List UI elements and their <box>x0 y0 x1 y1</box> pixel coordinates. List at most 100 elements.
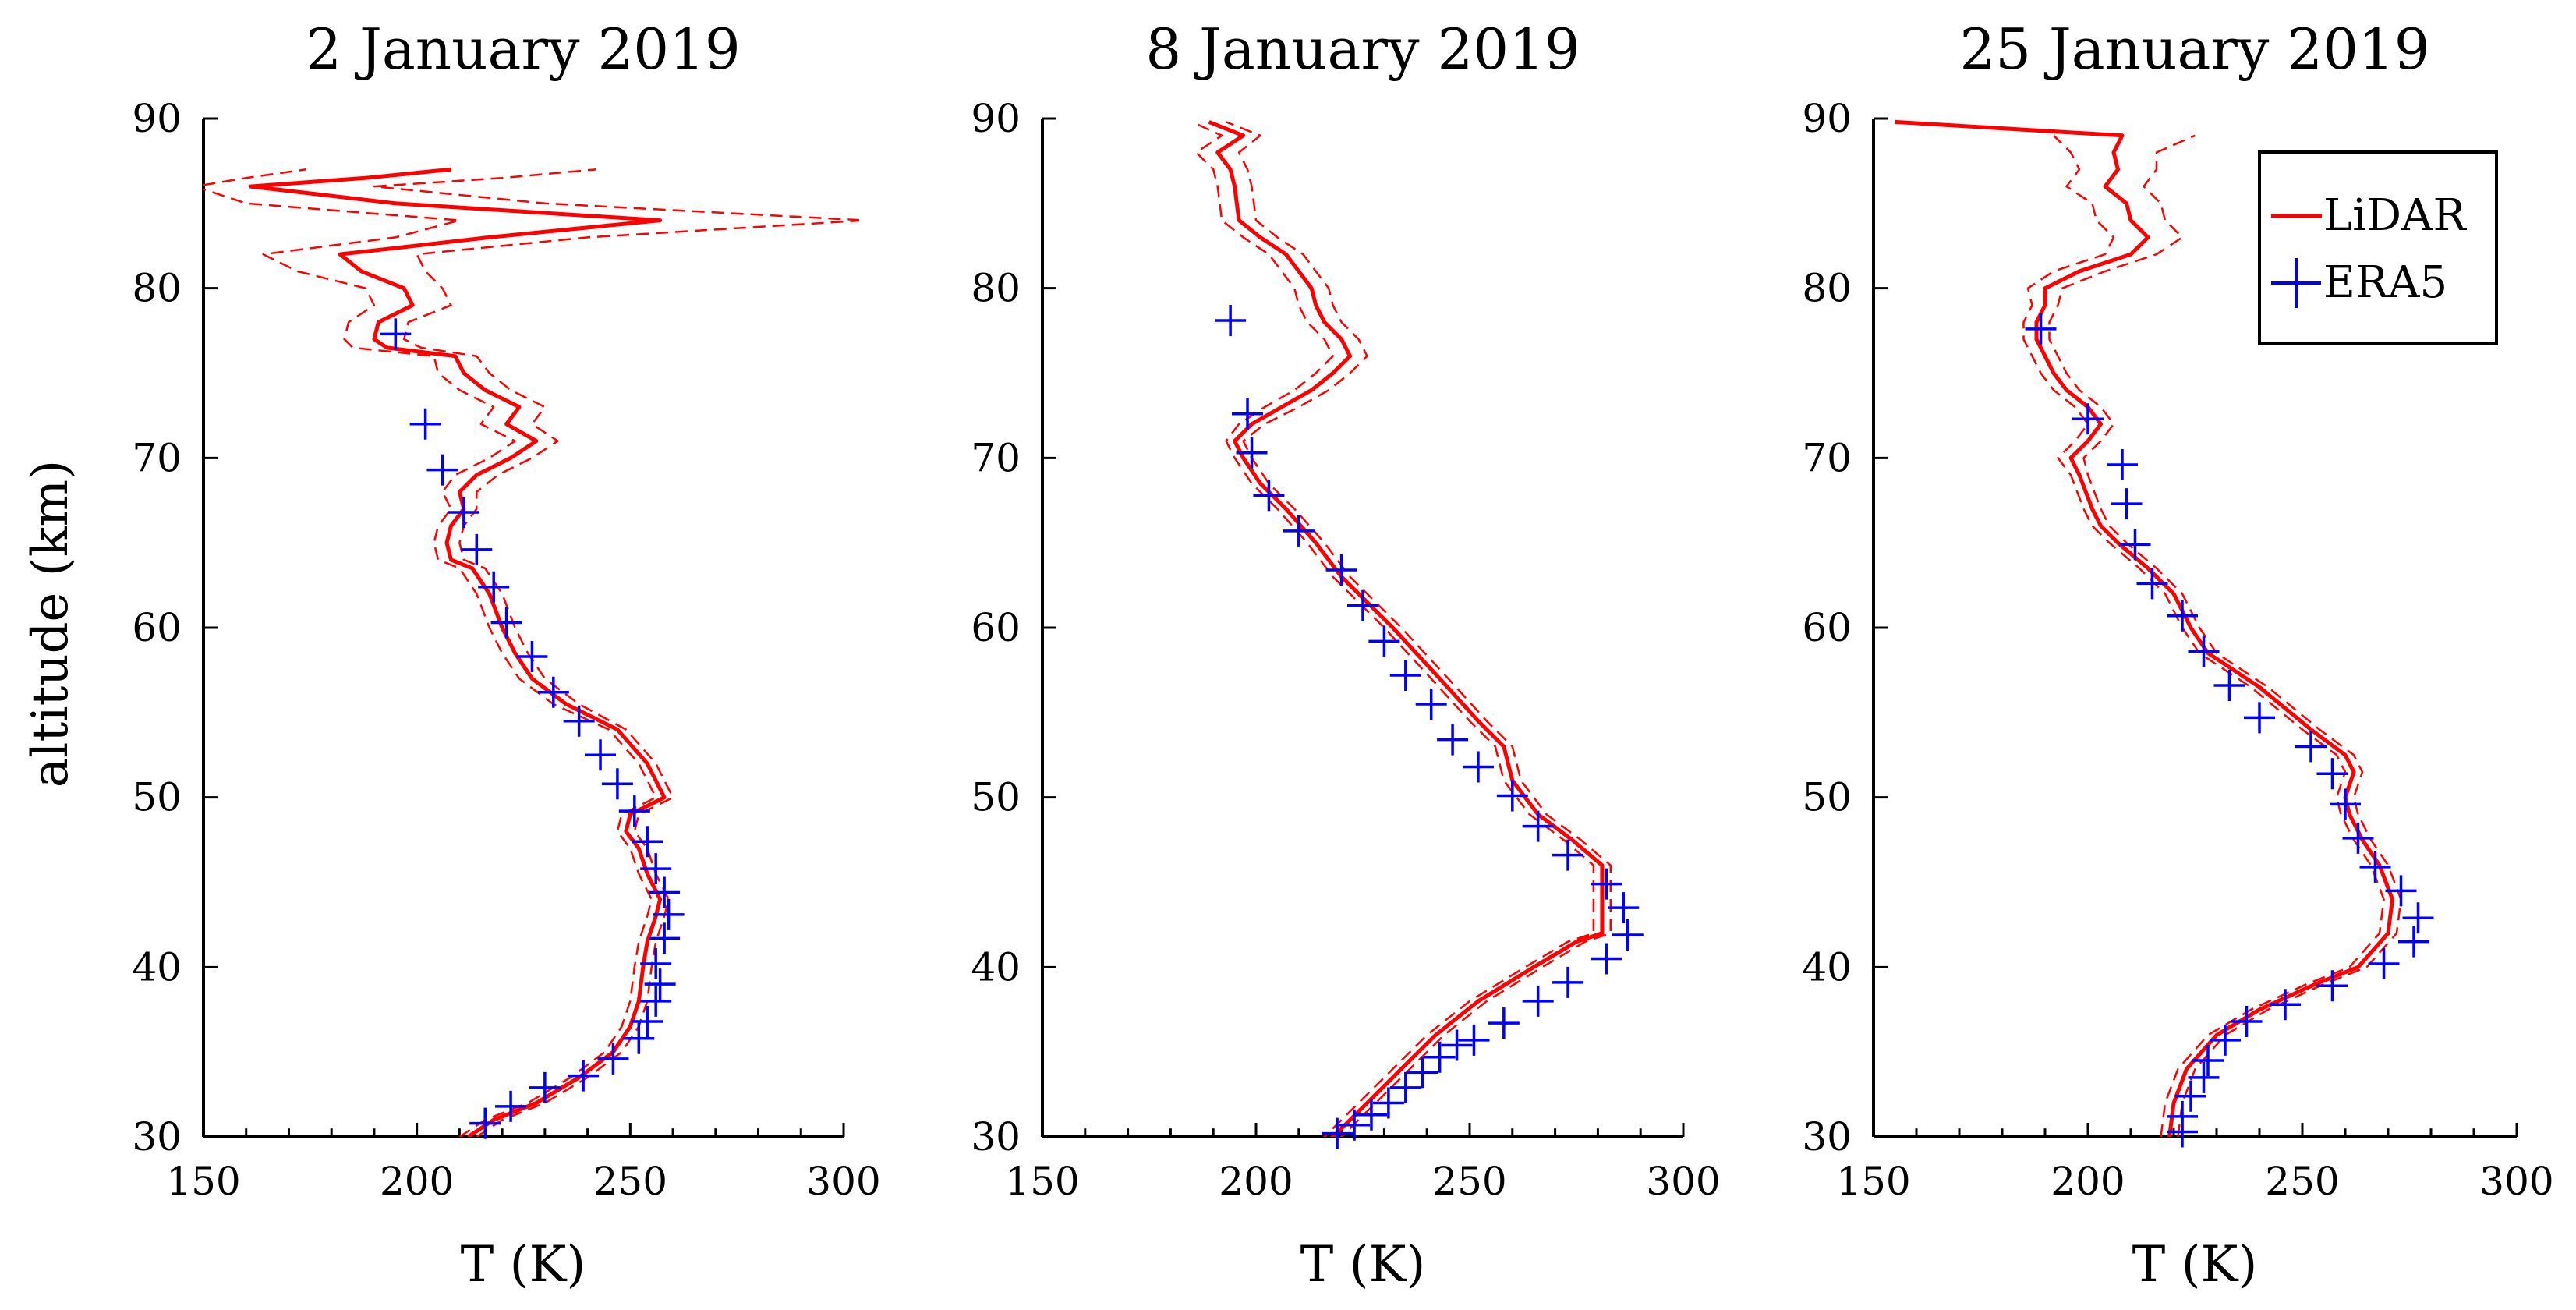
era5-marker <box>409 408 441 440</box>
y-tick-label: 40 <box>1802 944 1852 990</box>
era5-marker <box>640 985 672 1017</box>
era5-marker <box>640 947 672 979</box>
y-tick-label: 80 <box>971 266 1021 311</box>
era5-marker <box>1355 1099 1387 1131</box>
x-tick-label: 250 <box>2265 1159 2339 1204</box>
x-tick-label: 150 <box>166 1159 240 1204</box>
era5-marker <box>426 454 458 486</box>
lidar-uncertainty-line <box>203 168 657 1137</box>
y-tick-label: 90 <box>1802 96 1852 141</box>
y-tick-label: 30 <box>1802 1114 1852 1160</box>
series-group <box>1191 120 1612 1137</box>
y-tick-label: 60 <box>1802 605 1852 650</box>
plot-area: 30 40 50 60 70 80 90 150 200 250 300 <box>132 96 880 1204</box>
era5-marker <box>380 318 412 350</box>
era5-marker <box>490 607 522 639</box>
era5-marker <box>2025 313 2057 345</box>
lidar-uncertainty-line <box>1226 121 1612 1137</box>
legend: LiDAR ERA5 <box>2258 150 2498 345</box>
era5-marker <box>1347 590 1378 621</box>
era5-markers <box>380 318 685 1139</box>
era5-marker <box>1612 919 1644 951</box>
era5-marker <box>2136 568 2168 600</box>
x-tick-label: 150 <box>1836 1159 1910 1204</box>
era5-marker <box>1407 1057 1438 1089</box>
era5-marker <box>1339 1109 1371 1141</box>
era5-marker <box>1424 1041 1456 1073</box>
era5-marker <box>1232 398 1264 430</box>
legend-box <box>2258 150 2498 345</box>
era5-markers <box>1215 305 1644 1149</box>
y-tick-label: 70 <box>971 435 1021 480</box>
series-group <box>1895 119 2402 1137</box>
era5-marker <box>632 826 663 858</box>
y-tick-label: 50 <box>132 775 182 820</box>
era5-marker <box>618 795 650 827</box>
era5-marker <box>516 641 548 673</box>
era5-marker <box>563 705 595 737</box>
y-tick-label: 40 <box>971 944 1021 990</box>
era5-marker <box>2231 1005 2263 1037</box>
panel-title: 8 January 2019 <box>1145 16 1580 82</box>
lidar-uncertainty-line <box>2022 134 2385 1137</box>
x-tick-label: 300 <box>2479 1159 2553 1204</box>
era5-marker <box>2330 788 2361 820</box>
era5-marker <box>2107 449 2138 481</box>
era5-marker <box>2192 1045 2224 1077</box>
era5-marker <box>640 853 672 885</box>
era5-marker <box>2188 1061 2220 1093</box>
era5-marker <box>649 922 681 954</box>
x-tick-label: 300 <box>806 1159 880 1204</box>
era5-marker <box>2188 636 2220 667</box>
era5-marker <box>653 898 685 930</box>
y-tick-label: 90 <box>132 96 182 141</box>
y-tick-label: 90 <box>971 96 1021 141</box>
era5-marker <box>2175 1080 2206 1112</box>
era5-marker <box>2244 702 2275 734</box>
era5-marker <box>644 968 676 1000</box>
era5-marker <box>1415 688 1447 720</box>
era5-marker <box>2295 731 2327 763</box>
era5-marker <box>469 1107 501 1139</box>
plot-area: 30 40 50 60 70 80 90 150 200 250 300 LiDAR ERA5 <box>1802 96 2553 1204</box>
era5-marker <box>478 571 510 603</box>
era5-marker <box>2213 670 2245 702</box>
y-axis-label: altitude (km) <box>22 460 80 788</box>
era5-marker <box>2270 989 2301 1021</box>
lidar-line <box>248 167 667 1137</box>
era5-marker <box>537 676 569 708</box>
x-tick-label: 200 <box>380 1159 454 1204</box>
panel-title: 2 January 2019 <box>306 16 740 82</box>
era5-marker <box>1215 305 1247 337</box>
era5-marker <box>2359 851 2391 883</box>
x-tick-label: 200 <box>2051 1159 2125 1204</box>
era5-marker <box>1608 892 1640 924</box>
era5-marker <box>1389 659 1421 691</box>
panel-title: 25 January 2019 <box>1959 16 2429 82</box>
era5-marker <box>2316 970 2348 1002</box>
era5-marker <box>1591 868 1622 900</box>
era5-marker <box>1591 943 1622 975</box>
era5-marker <box>461 533 493 565</box>
y-tick-label: 60 <box>132 605 182 650</box>
era5-marker <box>2316 758 2348 790</box>
y-tick-label: 50 <box>971 775 1021 820</box>
era5-marker <box>649 876 681 908</box>
era5-marker <box>1496 780 1528 812</box>
era5-marker <box>1325 554 1357 586</box>
era5-marker <box>2072 403 2104 435</box>
era5-marker <box>1488 1007 1520 1039</box>
era5-marker <box>1522 810 1554 842</box>
era5-marker <box>2398 926 2429 958</box>
era5-marker <box>2119 529 2151 561</box>
era5-marker <box>2167 1100 2198 1132</box>
era5-marker <box>2342 822 2374 854</box>
era5-marker <box>601 768 633 800</box>
era5-marker <box>1441 1029 1473 1061</box>
era5-marker <box>1552 966 1584 998</box>
era5-marker <box>1437 724 1469 756</box>
x-axis-label: T (K) <box>461 1236 586 1294</box>
y-tick-label: 80 <box>132 266 182 311</box>
lidar-uncertainty-line <box>1191 121 1595 1137</box>
